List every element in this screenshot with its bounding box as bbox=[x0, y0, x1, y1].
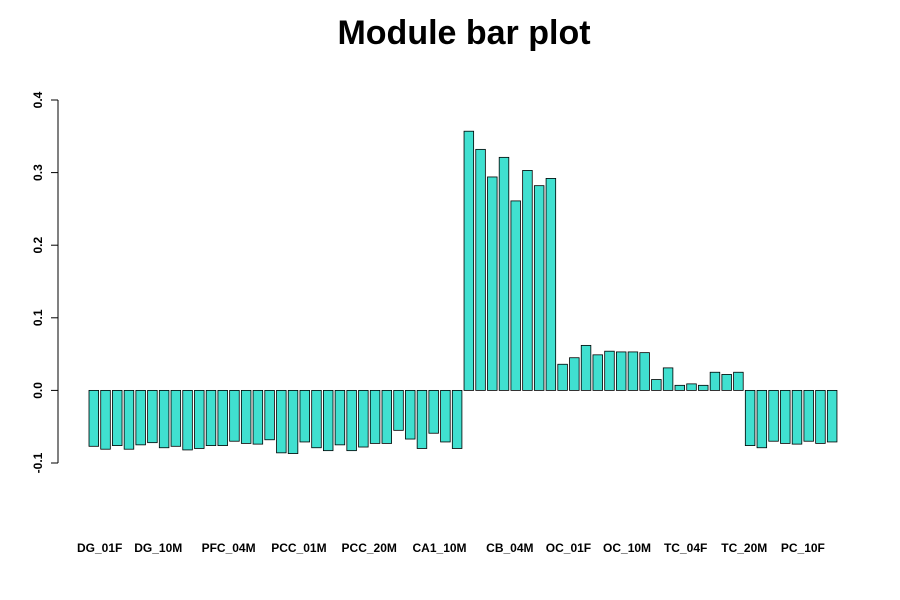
bar bbox=[112, 389, 123, 446]
bar bbox=[651, 379, 662, 391]
y-axis: -0.1 0.0 0.1 0.2 0.3 0.4 bbox=[31, 91, 59, 473]
bar bbox=[733, 371, 744, 391]
bar bbox=[264, 389, 275, 441]
bar bbox=[498, 156, 510, 391]
x-tick-label: PFC_04M bbox=[202, 541, 256, 555]
bar bbox=[721, 374, 732, 391]
x-tick-label: PCC_01M bbox=[271, 541, 326, 555]
x-tick-label: CB_04M bbox=[486, 541, 533, 555]
bar bbox=[557, 363, 568, 391]
bar bbox=[826, 389, 838, 443]
bar bbox=[780, 389, 791, 444]
x-tick-label: DG_10M bbox=[134, 541, 182, 555]
bar bbox=[756, 389, 768, 449]
bar bbox=[686, 383, 697, 391]
y-tick-label: 0.4 bbox=[31, 91, 45, 108]
y-tick-label: -0.1 bbox=[31, 452, 45, 473]
x-tick-label: DG_01F bbox=[77, 541, 122, 555]
x-tick-label: OC_10M bbox=[603, 541, 651, 555]
bar bbox=[334, 389, 346, 446]
x-tick-label: OC_01F bbox=[546, 541, 591, 555]
bar bbox=[592, 354, 603, 391]
y-tick-label: 0.1 bbox=[31, 309, 45, 326]
chart-title: Module bar plot bbox=[337, 14, 590, 52]
bar bbox=[815, 389, 826, 444]
x-tick-label: TC_04F bbox=[664, 541, 707, 555]
bar bbox=[240, 389, 252, 444]
bar bbox=[205, 389, 217, 446]
bar bbox=[744, 389, 756, 446]
bar bbox=[311, 389, 322, 449]
bar bbox=[405, 389, 416, 440]
bar bbox=[803, 389, 814, 442]
bar bbox=[322, 389, 334, 452]
bar bbox=[100, 389, 111, 450]
bar bbox=[229, 389, 240, 442]
bar bbox=[475, 148, 486, 391]
bar bbox=[358, 389, 369, 448]
bar bbox=[510, 200, 521, 391]
bar bbox=[604, 350, 615, 391]
bar bbox=[440, 389, 451, 443]
bar bbox=[252, 389, 264, 445]
bar bbox=[698, 384, 709, 391]
y-tick-label: 0.2 bbox=[31, 237, 45, 254]
bar bbox=[580, 344, 592, 391]
bar bbox=[428, 389, 439, 434]
bar bbox=[194, 389, 205, 449]
bar bbox=[147, 389, 158, 444]
bar bbox=[463, 130, 475, 391]
bar bbox=[170, 389, 182, 447]
bar bbox=[616, 351, 627, 391]
bar bbox=[346, 389, 357, 452]
bar bbox=[276, 389, 287, 454]
bar bbox=[123, 389, 135, 450]
bar bbox=[369, 389, 381, 444]
bar bbox=[545, 178, 557, 391]
bar bbox=[627, 351, 639, 391]
bar bbox=[88, 389, 100, 447]
x-tick-label: PCC_20M bbox=[342, 541, 397, 555]
bar bbox=[217, 389, 228, 446]
bar bbox=[287, 389, 299, 454]
bar bbox=[451, 389, 463, 449]
bar bbox=[533, 185, 545, 391]
x-tick-label: PC_10F bbox=[781, 541, 825, 555]
bar bbox=[662, 367, 674, 391]
bar bbox=[393, 389, 404, 431]
bar bbox=[639, 352, 650, 391]
bar bbox=[416, 389, 428, 449]
bar bbox=[487, 176, 498, 391]
bar bbox=[299, 389, 310, 443]
bar bbox=[135, 389, 146, 446]
bar bbox=[791, 389, 803, 445]
bar bbox=[768, 389, 779, 442]
bar bbox=[381, 389, 393, 444]
bar bbox=[182, 389, 193, 451]
y-tick-label: 0.3 bbox=[31, 164, 45, 181]
y-tick-label: 0.0 bbox=[31, 382, 45, 399]
bar bbox=[158, 389, 170, 449]
x-tick-label: TC_20M bbox=[721, 541, 767, 555]
bar bbox=[709, 371, 721, 391]
bar bbox=[569, 357, 580, 391]
bar bbox=[674, 384, 686, 391]
x-tick-label: CA1_10M bbox=[413, 541, 467, 555]
x-tick-labels: DG_01F DG_10M PFC_04M PCC_01M PCC_20M CA1_10M… bbox=[77, 541, 825, 555]
bar bbox=[522, 170, 533, 391]
bars-group bbox=[88, 130, 838, 454]
